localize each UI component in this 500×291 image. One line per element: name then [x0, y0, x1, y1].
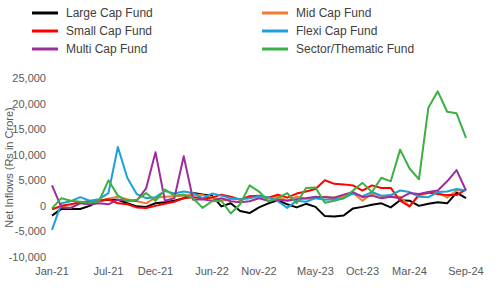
legend-label: Multi Cap Fund: [66, 42, 147, 56]
legend-swatch: [262, 30, 288, 33]
x-tick-label: Jul-21: [93, 265, 123, 277]
y-tick-label: 15,000: [12, 123, 46, 135]
legend-swatch: [262, 48, 288, 51]
legend-label: Flexi Cap Fund: [296, 24, 377, 38]
x-tick-label: Dec-21: [138, 265, 173, 277]
x-tick-label: May-23: [297, 265, 334, 277]
legend-label: Sector/Thematic Fund: [296, 42, 414, 56]
legend-swatch: [262, 12, 288, 15]
y-tick-label: 20,000: [12, 98, 46, 110]
y-tick-label: -10,000: [9, 251, 46, 263]
legend-swatch: [32, 12, 58, 15]
series-line: [52, 180, 466, 209]
legend-label: Mid Cap Fund: [296, 6, 371, 20]
legend: Large Cap Fund Mid Cap Fund Small Cap Fund…: [32, 6, 414, 56]
y-tick-label: 0: [40, 200, 46, 212]
legend-label: Large Cap Fund: [66, 6, 153, 20]
x-tick-label: Sep-24: [448, 265, 483, 277]
legend-label: Small Cap Fund: [66, 24, 152, 38]
chart: -10,000 -5,000 0 5,000 10,000 15,000 20,000 25,…: [0, 0, 500, 291]
y-tick-label: 10,000: [12, 149, 46, 161]
legend-swatch: [32, 48, 58, 51]
y-tick-label: -5,000: [15, 225, 46, 237]
series-line: [52, 91, 466, 213]
y-tick-label: 5,000: [18, 174, 46, 186]
series-line: [52, 152, 466, 208]
x-tick-label: Mar-24: [392, 265, 427, 277]
x-tick-label: Nov-22: [241, 265, 276, 277]
legend-swatch: [32, 30, 58, 33]
x-tick-label: Jan-21: [35, 265, 69, 277]
x-tick-label: Jun-22: [195, 265, 229, 277]
y-tick-label: 25,000: [12, 72, 46, 84]
x-tick-label: Oct-23: [346, 265, 379, 277]
plot-area: [52, 91, 466, 230]
y-axis-title: Net Inflows (Rs in Crore): [3, 107, 15, 227]
